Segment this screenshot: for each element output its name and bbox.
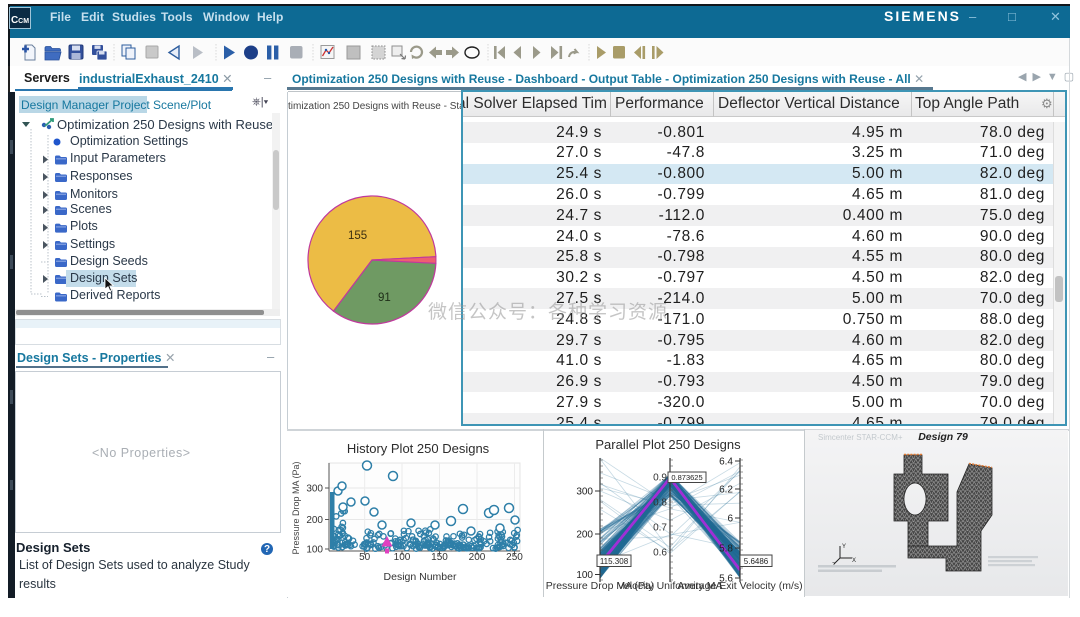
svg-text:0.8: 0.8 — [653, 498, 667, 509]
svg-text:300: 300 — [576, 487, 593, 498]
svg-text:Velocity Uniformity MA: Velocity Uniformity MA — [617, 580, 722, 592]
svg-text:50: 50 — [359, 552, 371, 563]
svg-text:X: X — [852, 558, 856, 564]
svg-text:0.6: 0.6 — [653, 548, 667, 559]
svg-text:200: 200 — [576, 530, 593, 541]
svg-text:115.308: 115.308 — [600, 557, 629, 566]
svg-text:Pressure Drop MA (Pa): Pressure Drop MA (Pa) — [546, 580, 655, 592]
svg-text:Pressure Drop MA (Pa): Pressure Drop MA (Pa) — [291, 461, 301, 554]
svg-text:Parallel Plot 250 Designs: Parallel Plot 250 Designs — [595, 437, 741, 452]
svg-text:5.6486: 5.6486 — [744, 557, 769, 566]
svg-text:155: 155 — [348, 230, 367, 242]
svg-text:Design 79: Design 79 — [918, 431, 968, 443]
svg-text:100: 100 — [306, 545, 323, 556]
svg-text:6: 6 — [727, 514, 733, 525]
svg-text:100: 100 — [394, 552, 411, 563]
svg-text:Simcenter STAR-CCM+: Simcenter STAR-CCM+ — [818, 433, 903, 442]
svg-text:5.8: 5.8 — [719, 544, 733, 555]
svg-text:91: 91 — [378, 292, 391, 304]
svg-text:6.4: 6.4 — [719, 457, 733, 468]
svg-text:Y: Y — [842, 544, 846, 550]
svg-text:250: 250 — [506, 552, 523, 563]
svg-text:200: 200 — [469, 552, 486, 563]
svg-text:300: 300 — [306, 484, 323, 495]
svg-text:100: 100 — [576, 570, 593, 581]
svg-text:History Plot 250 Designs: History Plot 250 Designs — [347, 441, 490, 456]
svg-text:6.2: 6.2 — [719, 485, 733, 496]
svg-text:Average Exit Velocity (m/s): Average Exit Velocity (m/s) — [677, 580, 802, 592]
svg-text:200: 200 — [306, 515, 323, 526]
svg-text:0.7: 0.7 — [653, 523, 667, 534]
svg-text:5.6: 5.6 — [719, 574, 733, 585]
svg-text:150: 150 — [431, 552, 448, 563]
svg-text:Design Number: Design Number — [384, 571, 457, 583]
svg-text:0.9: 0.9 — [653, 473, 667, 484]
svg-text:0.873625: 0.873625 — [671, 473, 702, 482]
